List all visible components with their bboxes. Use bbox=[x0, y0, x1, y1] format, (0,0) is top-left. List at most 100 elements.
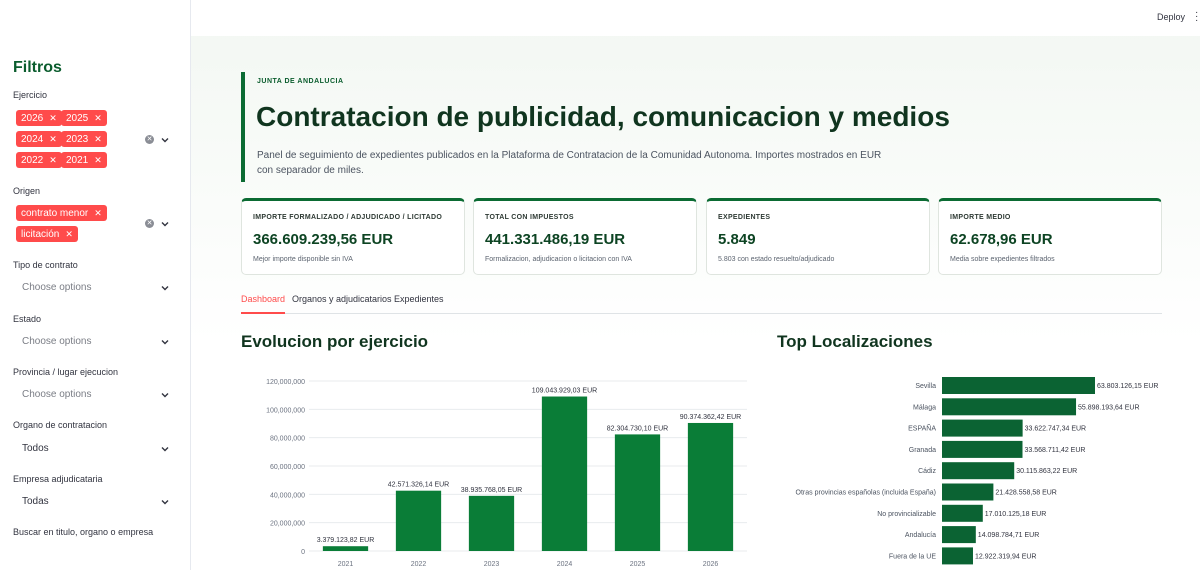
tag-label: 2026 bbox=[21, 112, 44, 124]
chevron-down-icon[interactable] bbox=[160, 337, 170, 347]
bar-data-label: 109.043.929,03 EUR bbox=[532, 388, 597, 395]
kpi-label: EXPEDIENTES bbox=[718, 214, 771, 221]
clear-all-icon[interactable]: ✕ bbox=[145, 135, 154, 144]
bar-data-label: 90.374.362,42 EUR bbox=[680, 414, 742, 421]
more-menu-icon[interactable]: · · · bbox=[1195, 7, 1199, 26]
tag-2023[interactable]: 2023 ✕ bbox=[61, 131, 107, 147]
bar bbox=[942, 526, 976, 544]
tag-2022[interactable]: 2022 ✕ bbox=[16, 152, 62, 168]
chevron-down-icon[interactable] bbox=[160, 219, 170, 229]
bar bbox=[322, 546, 369, 551]
kpi-label: TOTAL CON IMPUESTOS bbox=[485, 214, 574, 221]
tag-2021[interactable]: 2021 ✕ bbox=[61, 152, 107, 168]
section-title-evolucion: Evolucion por ejercicio bbox=[241, 332, 429, 351]
year-bar-chart: 0 20,000,000 40,000,000 60,000,000 80,000,00… bbox=[266, 379, 747, 568]
kpi-note: 5.803 con estado resuelto/adjudicado bbox=[718, 256, 835, 263]
main-content: Deploy · · · JUNTA DE ANDALUCIA Contrataci… bbox=[191, 0, 1200, 570]
filter-label-tipo: Tipo de contrato bbox=[13, 260, 78, 270]
bar bbox=[942, 547, 973, 565]
kpi-note: Mejor importe disponible sin IVA bbox=[253, 256, 353, 263]
filter-label-buscar: Buscar en titulo, organo o empresa bbox=[13, 527, 154, 537]
bar-data-label: 55.898.193,64 EUR bbox=[1078, 404, 1140, 411]
category-label: ESPAÑA bbox=[908, 424, 936, 433]
tag-label: licitación bbox=[21, 228, 60, 240]
kpi-card-medio: IMPORTE MEDIO 62.678,96 EUR Media sobre … bbox=[938, 198, 1162, 275]
bar bbox=[541, 396, 588, 551]
x-tick-label: 2025 bbox=[630, 561, 646, 568]
tab-dashboard[interactable]: Dashboard bbox=[241, 294, 286, 314]
estado-placeholder: Choose options bbox=[22, 336, 92, 347]
kpi-value: 366.609.239,56 EUR bbox=[253, 231, 394, 248]
bar-data-label: 33.622.747,34 EUR bbox=[1025, 426, 1087, 433]
x-tick-label: 2021 bbox=[338, 561, 354, 568]
filter-label-empresa: Empresa adjudicataria bbox=[13, 474, 103, 484]
deploy-button[interactable]: Deploy bbox=[1157, 12, 1186, 22]
bar bbox=[395, 490, 442, 551]
y-tick-label: 40,000,000 bbox=[270, 492, 305, 499]
bar-data-label: 63.803.126,15 EUR bbox=[1097, 383, 1159, 390]
clear-all-icon[interactable]: ✕ bbox=[145, 219, 154, 228]
filter-label-estado: Estado bbox=[13, 314, 42, 324]
tag-label: 2025 bbox=[66, 112, 89, 124]
bar-data-label: 17.010.125,18 EUR bbox=[985, 511, 1047, 518]
x-tick-label: 2023 bbox=[484, 561, 500, 568]
chevron-down-icon[interactable] bbox=[160, 135, 170, 145]
bar-data-label: 30.115.863,22 EUR bbox=[1016, 468, 1077, 475]
organo-value: Todos bbox=[22, 443, 49, 454]
tab-bar: Dashboard Organos y adjudicatarios Exped… bbox=[241, 294, 1162, 314]
chevron-down-icon[interactable] bbox=[160, 497, 170, 507]
tag-contrato-menor[interactable]: contrato menor ✕ bbox=[16, 205, 107, 221]
remove-tag-icon[interactable]: ✕ bbox=[49, 154, 57, 165]
remove-tag-icon[interactable]: ✕ bbox=[94, 133, 102, 144]
chevron-down-icon[interactable] bbox=[160, 390, 170, 400]
category-label: Málaga bbox=[913, 404, 936, 411]
empresa-value: Todas bbox=[22, 496, 49, 507]
tag-label: contrato menor bbox=[21, 207, 89, 219]
bar-data-label: 12.922.319,94 EUR bbox=[975, 553, 1037, 560]
remove-tag-icon[interactable]: ✕ bbox=[49, 133, 57, 144]
category-label: Otras provincias españolas (incluida Esp… bbox=[796, 490, 936, 497]
remove-tag-icon[interactable]: ✕ bbox=[94, 154, 102, 165]
sidebar-title: Filtros bbox=[13, 59, 62, 76]
hero-accent-bar bbox=[241, 72, 245, 182]
bar bbox=[942, 440, 1023, 458]
bar-data-label: 3.379.123,82 EUR bbox=[317, 537, 375, 544]
tag-label: 2023 bbox=[66, 133, 89, 145]
kpi-value: 62.678,96 EUR bbox=[950, 231, 1053, 248]
category-label: Cádiz bbox=[918, 468, 936, 475]
bar bbox=[468, 495, 515, 551]
bar bbox=[942, 377, 1095, 394]
remove-tag-icon[interactable]: ✕ bbox=[49, 112, 57, 123]
remove-tag-icon[interactable]: ✕ bbox=[94, 207, 102, 218]
chevron-down-icon[interactable] bbox=[160, 283, 170, 293]
sidebar: Filtros Ejercicio 2026 ✕ 2025 ✕ 2024 ✕ 2023… bbox=[0, 0, 191, 570]
tag-2024[interactable]: 2024 ✕ bbox=[16, 131, 62, 147]
y-tick-label: 20,000,000 bbox=[270, 521, 305, 528]
tag-2025[interactable]: 2025 ✕ bbox=[61, 110, 107, 126]
tab-organos[interactable]: Organos y adjudicatarios bbox=[292, 294, 392, 304]
kpi-card-importe: IMPORTE FORMALIZADO / ADJUDICADO / LICIT… bbox=[241, 198, 465, 275]
remove-tag-icon[interactable]: ✕ bbox=[65, 228, 73, 239]
tag-licitacion[interactable]: licitación ✕ bbox=[16, 226, 78, 242]
y-tick-label: 0 bbox=[301, 549, 305, 556]
filter-label-ejercicio: Ejercicio bbox=[13, 90, 48, 100]
kpi-card-total: TOTAL CON IMPUESTOS 441.331.486,19 EUR F… bbox=[473, 198, 697, 275]
y-tick-label: 80,000,000 bbox=[270, 436, 305, 443]
kpi-value: 5.849 bbox=[718, 231, 756, 248]
chevron-down-icon[interactable] bbox=[160, 444, 170, 454]
tag-label: 2022 bbox=[21, 154, 44, 166]
kpi-value: 441.331.486,19 EUR bbox=[485, 231, 626, 248]
tag-2026[interactable]: 2026 ✕ bbox=[16, 110, 62, 126]
x-tick-label: 2022 bbox=[411, 561, 427, 568]
kpi-note: Formalizacion, adjudicacion o licitacion… bbox=[485, 256, 632, 263]
y-tick-label: 120,000,000 bbox=[266, 379, 305, 386]
category-label: No provincializable bbox=[877, 511, 936, 518]
tab-expedientes[interactable]: Expedientes bbox=[394, 294, 444, 304]
bar-data-label: 33.568.711,42 EUR bbox=[1024, 447, 1085, 454]
category-label: Fuera de la UE bbox=[889, 553, 936, 560]
x-tick-label: 2026 bbox=[703, 561, 719, 568]
section-title-localizaciones: Top Localizaciones bbox=[777, 332, 933, 351]
top-bar: Deploy · · · bbox=[191, 0, 1200, 36]
remove-tag-icon[interactable]: ✕ bbox=[94, 112, 102, 123]
hero-eyebrow: JUNTA DE ANDALUCIA bbox=[257, 78, 344, 85]
